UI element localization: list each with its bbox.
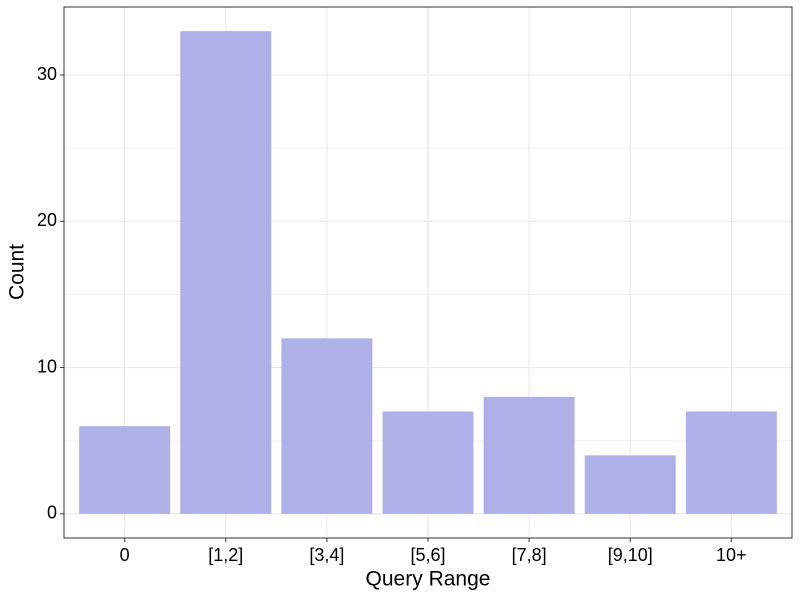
y-tick-label: 10 bbox=[37, 356, 57, 376]
bar bbox=[79, 426, 171, 514]
bar bbox=[281, 338, 373, 514]
y-tick-label: 0 bbox=[47, 503, 57, 523]
x-tick-label: 0 bbox=[120, 545, 130, 565]
x-tick-label: [9,10] bbox=[608, 545, 653, 565]
bar bbox=[584, 455, 676, 514]
x-tick-label: [3,4] bbox=[309, 545, 344, 565]
y-axis-title: Count bbox=[6, 244, 29, 300]
bar bbox=[382, 411, 474, 514]
bar bbox=[180, 31, 272, 514]
x-tick-label: [1,2] bbox=[208, 545, 243, 565]
panel-border bbox=[63, 6, 793, 539]
bar bbox=[685, 411, 777, 514]
x-axis-title: Query Range bbox=[366, 568, 491, 591]
x-tick-label: 10+ bbox=[716, 545, 747, 565]
y-tick-label: 30 bbox=[37, 64, 57, 84]
y-tick-label: 20 bbox=[37, 210, 57, 230]
x-tick-label: [7,8] bbox=[512, 545, 547, 565]
bar bbox=[483, 396, 575, 514]
x-tick-label: [5,6] bbox=[410, 545, 445, 565]
